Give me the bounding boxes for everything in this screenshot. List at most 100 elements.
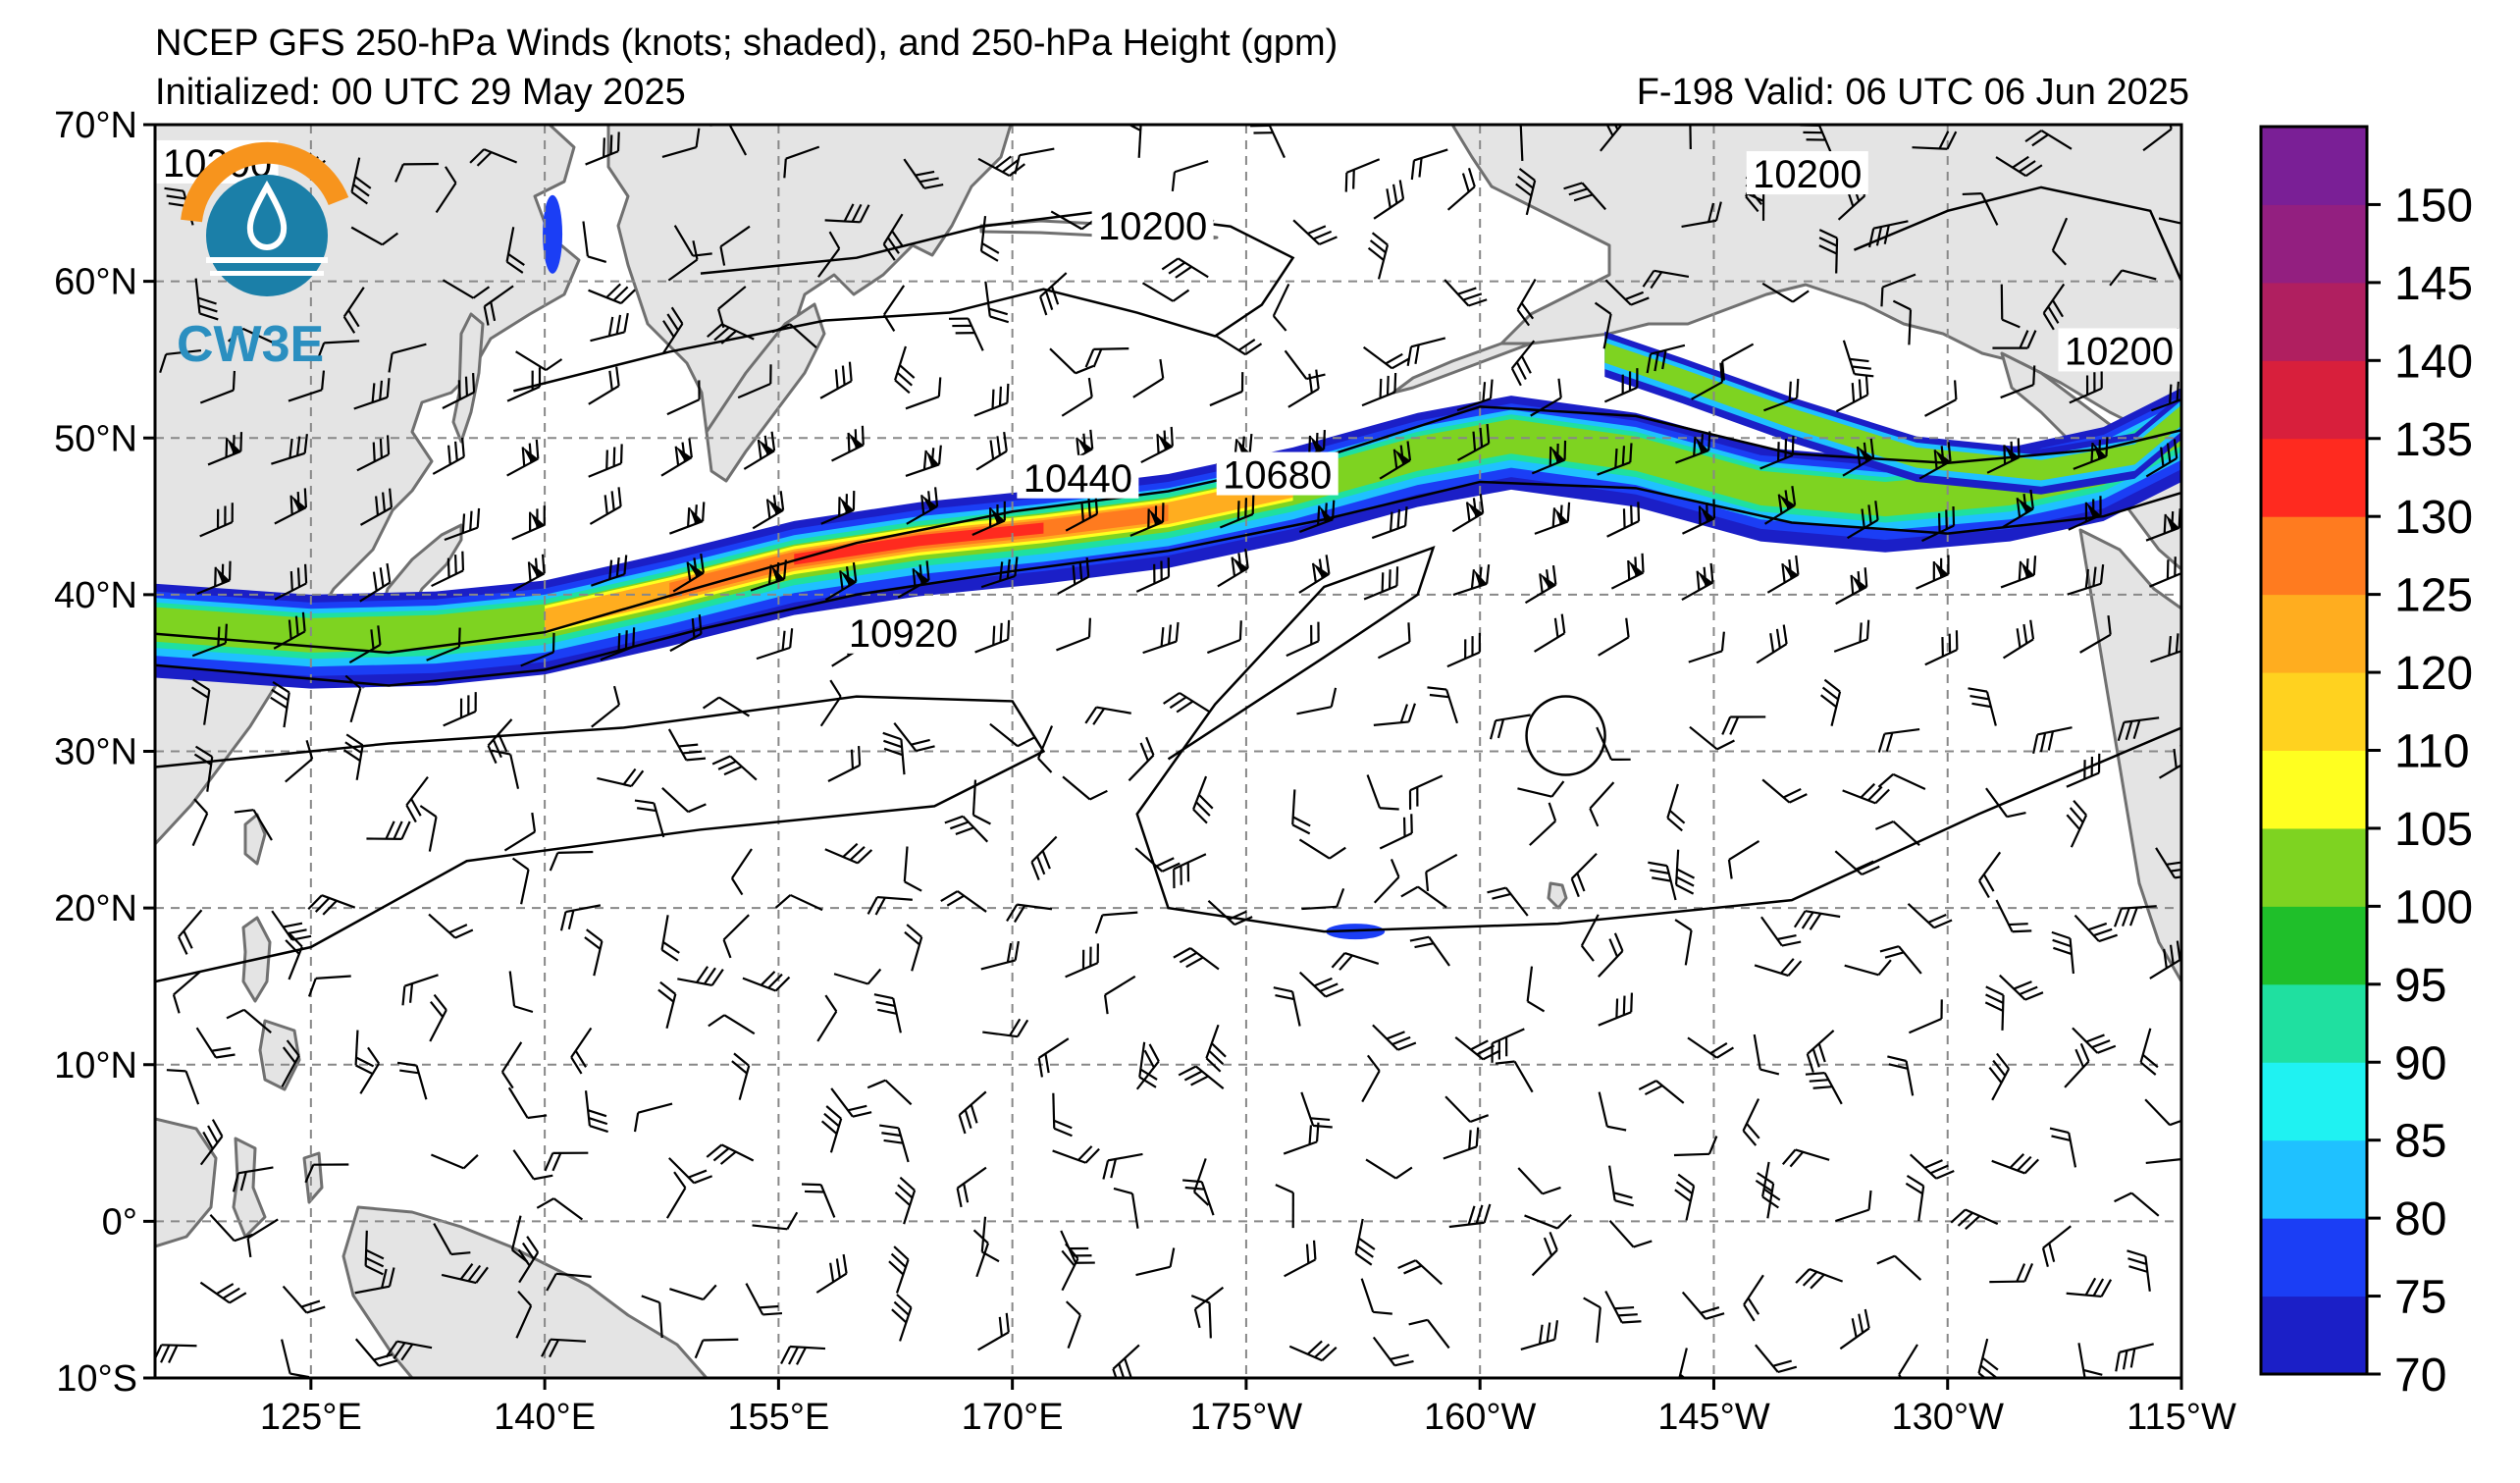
wind-barb — [1721, 715, 1766, 735]
wind-barb — [2151, 381, 2181, 412]
wind-barb — [2032, 726, 2073, 754]
wind-barb — [2150, 633, 2181, 663]
wind-barb — [1283, 1122, 1320, 1155]
wind-barb — [2126, 1249, 2151, 1292]
wind-barb — [1675, 431, 1711, 464]
wind-barb — [722, 914, 750, 959]
wind-barb — [1292, 219, 1338, 245]
wind-barb — [1598, 932, 1624, 978]
land-alaska — [1450, 125, 2181, 453]
wind-barb — [2051, 217, 2069, 266]
wind-barb — [1531, 1231, 1558, 1277]
wind-barb — [1448, 1203, 1492, 1229]
wind-barb — [590, 312, 629, 343]
wind-barb — [506, 367, 542, 402]
wind-barb — [879, 1124, 910, 1163]
land-hawaii — [1547, 881, 1568, 910]
wind-barb — [1842, 782, 1890, 805]
wind-barb — [888, 1245, 910, 1294]
wind-barb — [428, 913, 474, 939]
wind-barb — [1400, 885, 1447, 909]
wind-barb — [1991, 1153, 2040, 1175]
wind-barb — [394, 162, 439, 183]
wind-barb — [1520, 1320, 1559, 1351]
wind-barb — [2066, 800, 2088, 848]
wind-barb — [1755, 1172, 1775, 1219]
wind-barb — [520, 632, 555, 667]
contour-label-bg — [842, 609, 965, 654]
lon-label: 170°E — [962, 1397, 1064, 1438]
wind-barb — [956, 1166, 987, 1208]
wind-barb — [669, 1284, 717, 1301]
wind-barb — [707, 323, 755, 344]
wind-barb — [419, 805, 438, 852]
wind-barb — [1037, 725, 1054, 773]
wind-barb — [1921, 505, 1956, 543]
wind-barb — [661, 128, 701, 159]
wind-barb — [1192, 1158, 1210, 1206]
wind-barb — [270, 680, 290, 728]
wind-barb — [752, 1211, 799, 1231]
logo-wave-2 — [210, 271, 324, 276]
wind-barb — [1371, 506, 1408, 540]
wind-barb — [1209, 372, 1244, 407]
colorbar-segment — [2261, 282, 2367, 361]
wind-barb — [1793, 910, 1841, 930]
wind-barb — [1171, 160, 1209, 191]
wind-barb — [1298, 555, 1331, 594]
wind-barb — [1446, 632, 1481, 668]
wind-barb — [1516, 278, 1537, 327]
contour-label: 10200 — [1746, 151, 1868, 196]
wind-barb — [1842, 340, 1874, 378]
wind-barb — [1142, 621, 1180, 655]
wind-barb — [1052, 1145, 1100, 1164]
wind-barb — [507, 1086, 548, 1120]
wind-barb — [1287, 369, 1320, 408]
wind-barb — [1847, 501, 1879, 540]
wind-barb — [677, 966, 724, 986]
wind-barb — [958, 1090, 987, 1135]
wind-barb — [752, 491, 785, 530]
wind-barb — [1984, 985, 2005, 1031]
wind-barb — [199, 370, 236, 404]
jet-patch — [543, 194, 563, 274]
wind-barb — [2117, 716, 2160, 742]
wind-barb — [226, 1008, 272, 1033]
wind-barb — [1298, 971, 1344, 998]
wind-barb — [342, 733, 364, 780]
wind-barb — [1681, 201, 1722, 228]
wind-barb — [1515, 168, 1537, 216]
wind-barb — [2064, 1042, 2090, 1088]
contour-label-text: 10200 — [1098, 205, 1207, 248]
wind-barb — [503, 812, 537, 852]
wind-barb — [1681, 1291, 1725, 1320]
wind-barb — [435, 166, 457, 214]
lon-label: 140°E — [494, 1397, 596, 1438]
wind-barb — [1379, 814, 1413, 850]
contour-label-text: 10440 — [1024, 457, 1132, 501]
wind-barb — [354, 1267, 395, 1295]
wind-barb — [511, 857, 530, 905]
wind-barb — [316, 340, 360, 362]
wind-barb — [819, 361, 853, 399]
latitude-labels: 70°N 60°N 50°N 40°N 30°N 20°N 10°N 0° 10°S — [54, 105, 155, 1400]
wind-barb — [2145, 508, 2181, 542]
contour-label: 10200 — [2058, 328, 2180, 373]
wind-barb — [1992, 330, 2037, 349]
wind-barb — [1062, 775, 1108, 801]
wind-barb — [429, 993, 447, 1042]
wind-barb — [667, 728, 707, 762]
logo-wave-1 — [206, 257, 328, 263]
wind-barb — [1373, 703, 1416, 726]
wind-barb — [1868, 220, 1909, 248]
contour-label-bg — [1746, 151, 1868, 195]
colorbar-tick-label: 70 — [2394, 1350, 2446, 1402]
wind-barb — [1763, 378, 1800, 412]
lat-label: 10°S — [56, 1358, 137, 1400]
wind-barb — [2067, 564, 2105, 596]
wind-barb — [364, 1230, 385, 1276]
wind-barb — [350, 226, 399, 246]
lat-label: 0° — [102, 1201, 137, 1243]
wind-barb — [1495, 1060, 1534, 1093]
contour-10920-east — [1135, 545, 2181, 933]
